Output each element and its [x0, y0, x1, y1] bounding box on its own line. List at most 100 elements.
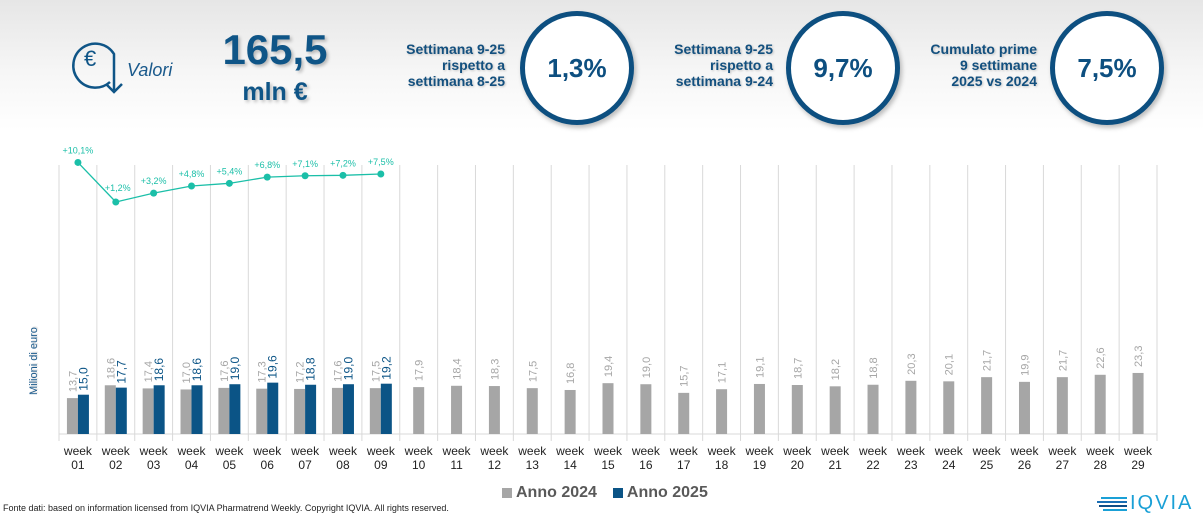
metric-value: 1,3%: [547, 52, 607, 83]
growth-point: [377, 170, 385, 178]
data-label-2024: 18,4: [452, 358, 464, 379]
growth-point: [112, 198, 120, 206]
x-tick-label: week: [707, 444, 737, 458]
data-label-2025: 19,0: [341, 357, 355, 381]
x-tick-label: 11: [450, 458, 463, 472]
bar-2024: [753, 383, 765, 434]
x-tick-label: 09: [374, 458, 388, 472]
data-label-2024: 21,7: [1057, 350, 1069, 371]
x-tick-label: week: [404, 444, 434, 458]
data-label-2024: 18,3: [489, 359, 501, 380]
metric-value: 7,5%: [1077, 52, 1137, 83]
x-tick-label: 13: [526, 458, 540, 472]
metric-label-line: 2025 vs 2024: [951, 73, 1037, 89]
data-label-2024: 18,7: [792, 358, 804, 379]
growth-label: +7,5%: [368, 157, 394, 167]
total-value: 165,5: [222, 26, 328, 73]
bar-2025: [153, 385, 165, 434]
data-label-2024: 19,1: [754, 357, 766, 378]
x-tick-label: 03: [147, 458, 161, 472]
x-tick-label: week: [63, 444, 93, 458]
x-tick-label: 16: [639, 458, 653, 472]
x-tick-label: 18: [715, 458, 729, 472]
data-label-2024: 17,4: [143, 361, 155, 382]
logo-text: IQVIA: [1130, 492, 1194, 514]
growth-point: [74, 158, 82, 166]
weekly-sales-chart: 13,715,0week0118,617,7week0217,418,6week…: [58, 145, 1158, 472]
metric-label-line: Cumulato prime: [930, 41, 1037, 57]
data-label-2024: 20,3: [906, 353, 918, 374]
y-axis-label: Milioni di euro: [28, 327, 40, 395]
metric-label-line: Settimana 9-25: [406, 41, 505, 57]
x-tick-label: 17: [677, 458, 691, 472]
metric-label-line: rispetto a: [709, 57, 773, 73]
bar-2024: [1132, 372, 1144, 434]
x-tick-label: week: [328, 444, 358, 458]
data-label-2024: 20,1: [944, 354, 956, 375]
bar-2025: [342, 384, 354, 434]
metric-label-line: settimana 9-24: [675, 73, 773, 89]
x-tick-label: 26: [1018, 458, 1032, 472]
x-tick-label: week: [290, 444, 320, 458]
data-label-2025: 19,2: [379, 356, 393, 380]
kpi-label: Valori: [127, 60, 173, 80]
data-label-2025: 18,8: [304, 357, 318, 381]
data-label-2025: 18,6: [190, 358, 204, 382]
bar-2024: [142, 388, 154, 434]
bar-2025: [115, 387, 127, 434]
x-tick-label: week: [442, 444, 472, 458]
x-tick-label: week: [631, 444, 661, 458]
growth-point: [263, 173, 271, 181]
data-label-2024: 17,1: [717, 362, 729, 383]
svg-text:€: €: [84, 46, 96, 71]
data-label-2024: 17,5: [370, 361, 382, 382]
x-tick-label: week: [1123, 444, 1153, 458]
bar-2025: [305, 384, 317, 434]
x-tick-label: 24: [942, 458, 956, 472]
x-tick-label: 02: [109, 458, 123, 472]
x-tick-label: 27: [1056, 458, 1070, 472]
bar-2024: [602, 383, 614, 434]
data-label-2025: 18,6: [152, 358, 166, 382]
x-tick-label: 06: [261, 458, 275, 472]
bar-2024: [564, 389, 576, 434]
data-label-2024: 15,7: [679, 365, 691, 386]
metric-label-line: rispetto a: [441, 57, 505, 73]
bar-2024: [716, 389, 728, 434]
data-label-2024: 19,0: [641, 357, 653, 378]
metric-circle-week-vs-year: 9,7%: [786, 11, 900, 125]
x-tick-label: week: [744, 444, 774, 458]
data-label-2024: 17,0: [181, 362, 193, 383]
x-tick-label: 14: [563, 458, 577, 472]
x-tick-label: week: [934, 444, 964, 458]
x-tick-label: week: [896, 444, 926, 458]
x-tick-label: week: [972, 444, 1002, 458]
x-tick-label: 04: [185, 458, 199, 472]
x-tick-label: 07: [298, 458, 312, 472]
x-tick-label: week: [139, 444, 169, 458]
legend-item-2025: Anno 2025: [612, 484, 708, 502]
metric-label-line: settimana 8-25: [407, 73, 505, 89]
x-tick-label: week: [1047, 444, 1077, 458]
metric-label-line: Settimana 9-25: [674, 41, 773, 57]
growth-label: +6,8%: [254, 160, 280, 170]
data-label-2024: 23,3: [1133, 346, 1145, 367]
x-tick-label: week: [669, 444, 699, 458]
data-label-2024: 18,2: [830, 359, 842, 380]
data-label-2024: 18,6: [105, 358, 117, 379]
x-tick-label: 22: [866, 458, 880, 472]
growth-label: +3,2%: [141, 176, 167, 186]
data-label-2024: 17,3: [257, 361, 269, 382]
x-tick-label: 21: [828, 458, 842, 472]
bar-2024: [104, 385, 116, 434]
data-label-2024: 17,6: [332, 360, 344, 381]
data-label-2025: 19,0: [228, 357, 242, 381]
bar-2025: [229, 384, 241, 434]
bar-2024: [256, 388, 268, 434]
x-tick-label: week: [517, 444, 547, 458]
x-tick-label: week: [1009, 444, 1039, 458]
x-tick-label: 15: [601, 458, 615, 472]
euro-down-icon: €: [72, 42, 123, 94]
iqvia-logo-mark-icon: [1097, 496, 1127, 511]
data-label-2024: 17,6: [219, 360, 231, 381]
